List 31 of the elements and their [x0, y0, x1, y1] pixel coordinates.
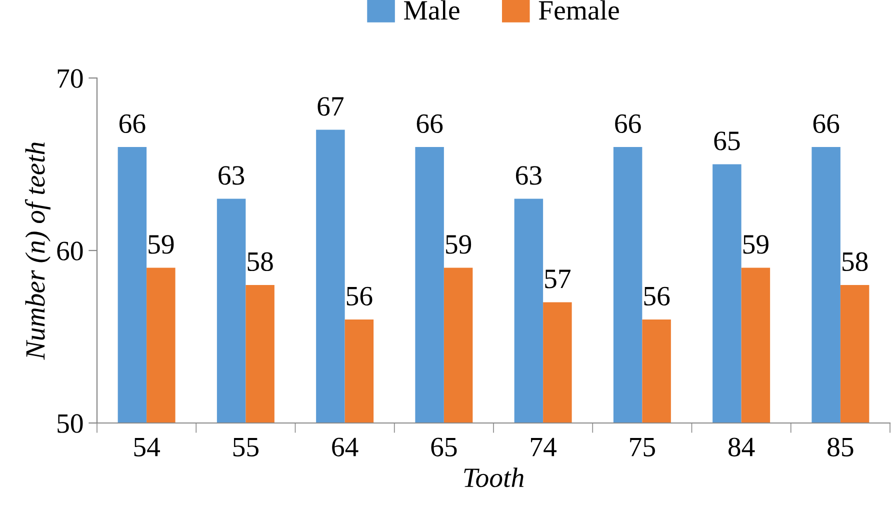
data-label: 58	[842, 252, 868, 272]
data-label: 59	[148, 235, 174, 254]
data-label: 66	[119, 114, 146, 134]
x-axis-title: Tooth	[464, 468, 524, 488]
y-axis-title: Number (n) of teeth	[25, 142, 50, 360]
y-tick-label: 60	[57, 242, 83, 260]
data-label: 66	[615, 114, 641, 134]
legend-label: Female	[538, 0, 619, 20]
data-label: 65	[714, 132, 740, 150]
data-label: 56	[644, 286, 670, 306]
x-tick-label: 85	[828, 438, 854, 456]
data-label: 67	[318, 97, 344, 116]
data-label: 66	[416, 114, 443, 134]
y-tick-label: 70	[58, 69, 83, 88]
x-tick-label: 64	[332, 438, 358, 456]
y-tick-label: 50	[58, 414, 83, 433]
data-label: 56	[346, 286, 372, 306]
x-tick-label: 84	[728, 438, 755, 456]
x-tick-label: 74	[531, 438, 557, 456]
data-label: 57	[545, 270, 571, 288]
data-label: 58	[248, 252, 273, 272]
x-tick-label: 54	[134, 438, 160, 456]
data-label: 63	[516, 166, 542, 185]
x-tick-label: 65	[431, 438, 457, 456]
legend-label: Male	[404, 0, 460, 20]
data-label: 59	[446, 235, 472, 254]
x-tick-label: 55	[233, 438, 258, 456]
data-label: 59	[743, 235, 768, 254]
data-label: 66	[813, 114, 840, 134]
data-label: 63	[218, 166, 244, 185]
x-tick-label: 75	[630, 438, 655, 456]
